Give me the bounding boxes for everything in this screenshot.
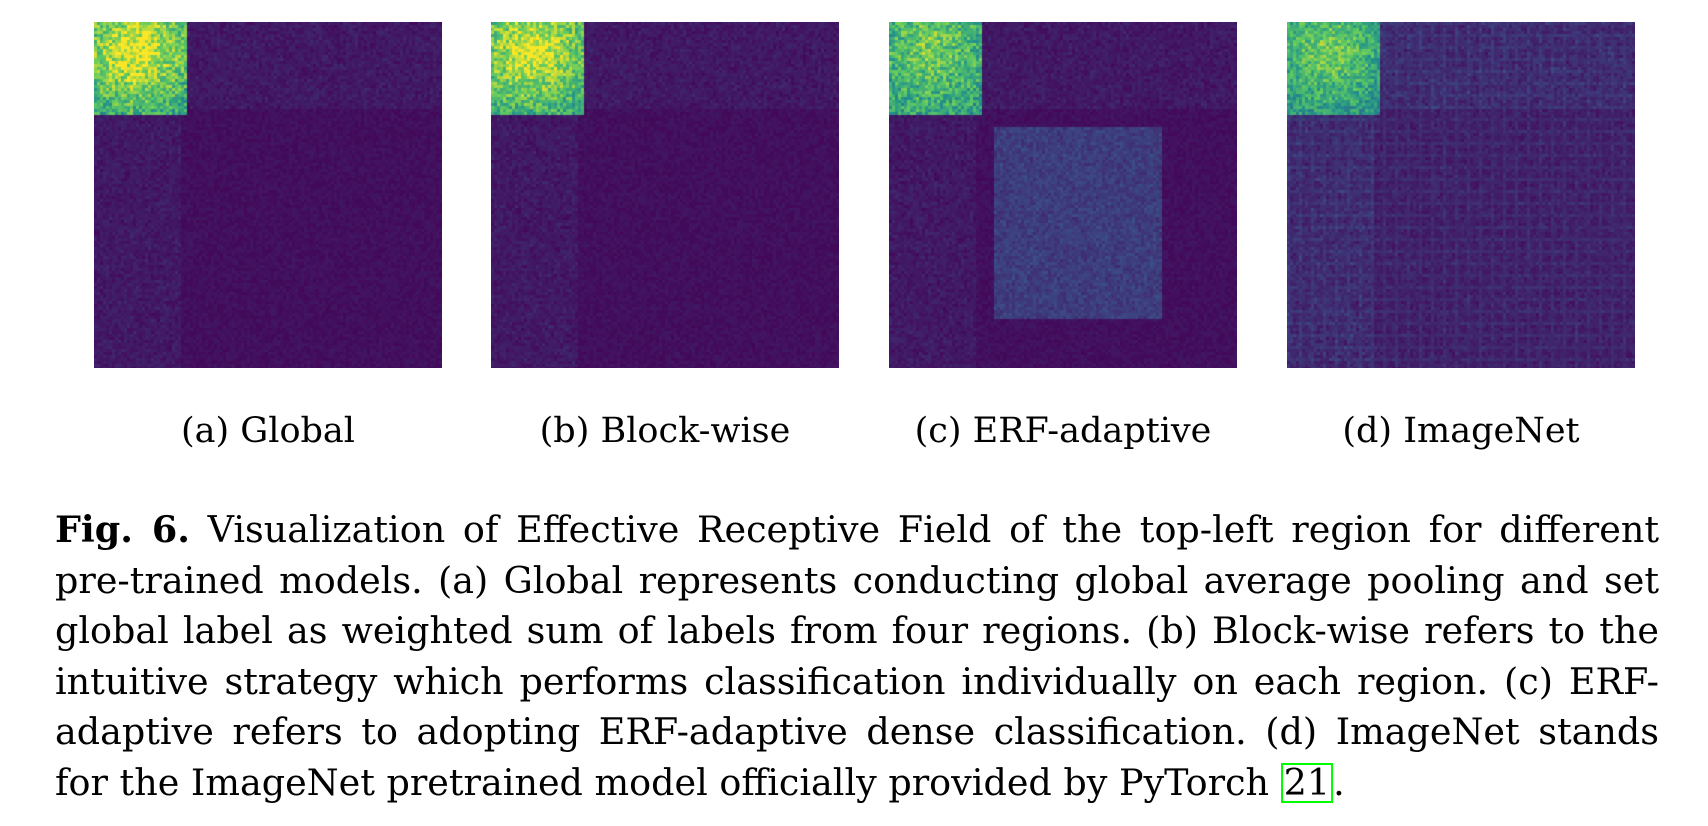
panel-caption-erf-adaptive: (c) ERF-adaptive (914, 411, 1212, 451)
panel-blockwise: (b) Block-wise (491, 22, 839, 449)
figure-caption: Fig. 6. Visualization of Effective Recep… (55, 505, 1659, 808)
panel-imagenet: (d) ImageNet (1287, 22, 1635, 449)
panel-caption-blockwise: (b) Block-wise (539, 411, 791, 451)
erf-heatmap-erf-adaptive (889, 22, 1237, 368)
citation-link[interactable]: 21 (1280, 762, 1334, 803)
figure-caption-text: Visualization of Effective Receptive Fie… (55, 508, 1660, 804)
panel-erf-adaptive: (c) ERF-adaptive (889, 22, 1237, 449)
panel-global: (a) Global (94, 22, 442, 449)
erf-heatmap-imagenet (1287, 22, 1635, 368)
panel-caption-global: (a) Global (181, 411, 355, 451)
caption-end-period: . (1333, 760, 1345, 804)
erf-heatmap-global (94, 22, 442, 368)
panel-caption-imagenet: (d) ImageNet (1342, 411, 1580, 451)
figure-label: Fig. 6. (55, 508, 190, 551)
erf-heatmap-blockwise (491, 22, 839, 368)
figure-panels: (a) Global (b) Block-wise (c) ERF-adapti… (94, 22, 1635, 449)
